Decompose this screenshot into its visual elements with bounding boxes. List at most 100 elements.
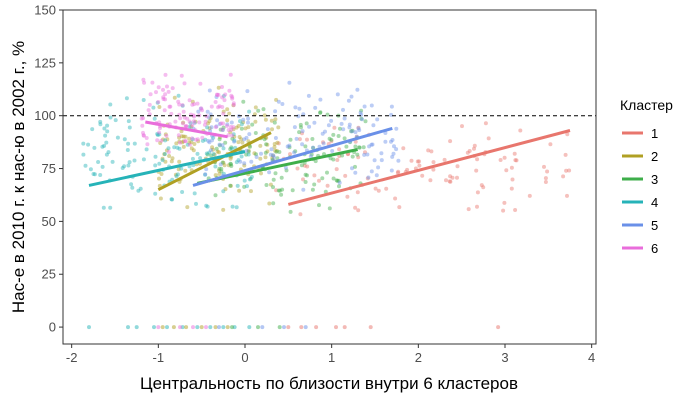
scatter-point [157, 132, 162, 137]
scatter-point [138, 186, 143, 191]
scatter-point [475, 190, 480, 195]
scatter-point [246, 125, 251, 130]
scatter-point [113, 118, 118, 123]
scatter-point [262, 113, 267, 118]
scatter-point [479, 183, 484, 188]
scatter-point [268, 182, 273, 187]
scatter-point [230, 204, 235, 209]
scatter-point [231, 132, 236, 137]
scatter-point [180, 103, 185, 108]
scatter-point [358, 110, 363, 115]
scatter-point [217, 168, 221, 173]
scatter-point [355, 87, 360, 92]
scatter-point [317, 178, 321, 183]
scatter-point [221, 125, 226, 130]
series-1-points [274, 121, 572, 217]
scatter-point [264, 183, 269, 187]
scatter-point [280, 102, 285, 106]
scatter-point [170, 197, 175, 202]
scatter-point [183, 139, 188, 144]
scatter-point [356, 155, 361, 160]
scatter-point [217, 137, 222, 142]
scatter-point [338, 126, 342, 131]
zero-point [213, 325, 218, 330]
scatter-point [163, 92, 168, 97]
scatter-point [279, 175, 284, 180]
scatter-point [501, 208, 506, 213]
scatter-point [389, 112, 394, 117]
scatter-point [161, 137, 165, 142]
scatter-point [409, 158, 414, 163]
scatter-point [229, 93, 234, 98]
scatter-point [144, 147, 149, 152]
scatter-point [565, 193, 569, 198]
scatter-point [234, 205, 239, 210]
scatter-point [234, 125, 239, 130]
scatter-point [246, 149, 251, 154]
scatter-point [225, 107, 230, 112]
scatter-point [513, 208, 518, 212]
scatter-point [325, 183, 330, 188]
scatter-point [379, 151, 384, 156]
scatter-point [238, 159, 243, 164]
scatter-point [300, 131, 304, 136]
scatter-point [271, 177, 276, 182]
scatter-point [272, 142, 277, 146]
scatter-point [126, 141, 131, 146]
x-tick-label: -2 [66, 350, 78, 365]
scatter-point [246, 116, 251, 121]
scatter-point [362, 152, 367, 157]
scatter-point [215, 149, 220, 154]
scatter-point [299, 125, 303, 130]
scatter-point [216, 85, 221, 90]
scatter-point [498, 158, 503, 162]
scatter-point [216, 92, 221, 97]
zero-point [191, 325, 195, 330]
scatter-point [218, 143, 222, 148]
x-tick-label: 2 [415, 350, 422, 365]
scatter-point [256, 108, 261, 113]
zero-point [221, 325, 226, 330]
scatter-point [323, 129, 327, 134]
zero-point [87, 325, 91, 330]
scatter-point [203, 137, 208, 142]
scatter-point [271, 153, 276, 158]
scatter-point [330, 149, 335, 153]
scatter-point [208, 116, 213, 121]
scatter-point [244, 135, 249, 140]
scatter-point [187, 98, 192, 103]
scatter-point [217, 150, 221, 155]
zero-point [496, 325, 501, 330]
scatter-point [129, 182, 134, 187]
scatter-point [394, 126, 399, 131]
scatter-point [187, 142, 192, 147]
scatter-point [161, 97, 166, 101]
zero-point [303, 325, 308, 330]
scatter-point [223, 92, 228, 97]
scatter-point [448, 139, 453, 144]
scatter-point [220, 105, 225, 109]
scatter-point [300, 129, 305, 134]
scatter-point [183, 168, 188, 173]
scatter-point [187, 136, 192, 141]
scatter-point [209, 125, 214, 130]
scatter-point [153, 154, 158, 159]
scatter-point [349, 129, 354, 134]
scatter-point [394, 147, 399, 152]
scatter-point [81, 141, 86, 146]
scatter-point [370, 142, 375, 147]
scatter-point [307, 124, 312, 129]
zero-point [225, 325, 230, 330]
scatter-point [156, 85, 161, 90]
scatter-point [232, 139, 237, 144]
scatter-point [239, 122, 244, 127]
scatter-point [375, 117, 380, 122]
scatter-point [337, 180, 342, 185]
scatter-point [217, 166, 222, 171]
scatter-point [189, 124, 194, 129]
scatter-point [220, 85, 224, 89]
scatter-point [141, 130, 145, 135]
scatter-point [173, 119, 178, 124]
scatter-point [142, 80, 147, 85]
